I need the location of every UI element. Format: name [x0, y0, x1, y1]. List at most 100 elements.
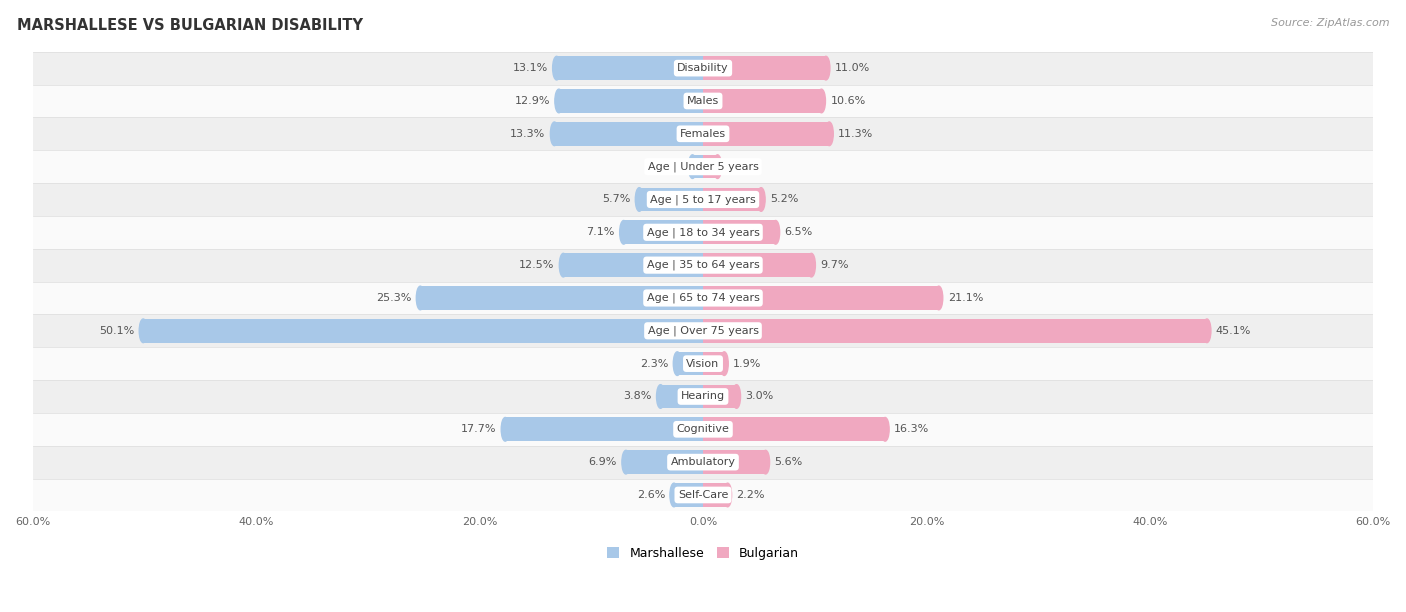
Bar: [703, 188, 761, 211]
Text: 1.3%: 1.3%: [727, 162, 755, 171]
Bar: [420, 286, 703, 310]
Text: Age | 18 to 34 years: Age | 18 to 34 years: [647, 227, 759, 237]
Bar: [32, 347, 1374, 380]
Text: Hearing: Hearing: [681, 392, 725, 401]
Circle shape: [713, 155, 721, 179]
Circle shape: [762, 450, 769, 474]
Circle shape: [823, 56, 830, 80]
Bar: [32, 150, 1374, 183]
Text: 3.0%: 3.0%: [745, 392, 773, 401]
Bar: [703, 319, 1206, 343]
Bar: [557, 56, 703, 80]
Bar: [703, 155, 717, 179]
Text: 11.3%: 11.3%: [838, 129, 873, 139]
Bar: [564, 253, 703, 277]
Bar: [640, 188, 703, 211]
Text: Source: ZipAtlas.com: Source: ZipAtlas.com: [1271, 18, 1389, 28]
Text: 45.1%: 45.1%: [1216, 326, 1251, 336]
Text: 11.0%: 11.0%: [835, 63, 870, 73]
Bar: [703, 220, 776, 244]
Bar: [703, 352, 724, 375]
Text: Age | Under 5 years: Age | Under 5 years: [648, 162, 758, 172]
Bar: [703, 417, 886, 441]
Bar: [32, 413, 1374, 446]
Bar: [703, 385, 737, 408]
Circle shape: [772, 220, 780, 244]
Bar: [32, 479, 1374, 512]
Bar: [32, 52, 1374, 84]
Text: 6.5%: 6.5%: [785, 227, 813, 237]
Bar: [703, 56, 825, 80]
Circle shape: [733, 385, 741, 408]
Text: 3.8%: 3.8%: [623, 392, 651, 401]
Text: Age | Over 75 years: Age | Over 75 years: [648, 326, 758, 336]
Circle shape: [620, 220, 627, 244]
Bar: [558, 89, 703, 113]
Bar: [505, 417, 703, 441]
Text: Age | 35 to 64 years: Age | 35 to 64 years: [647, 260, 759, 271]
Text: Disability: Disability: [678, 63, 728, 73]
Circle shape: [807, 253, 815, 277]
Bar: [32, 282, 1374, 315]
Circle shape: [139, 319, 148, 343]
Text: 2.6%: 2.6%: [637, 490, 665, 500]
Bar: [703, 122, 830, 146]
Bar: [661, 385, 703, 408]
Circle shape: [720, 352, 728, 375]
Bar: [32, 446, 1374, 479]
Circle shape: [935, 286, 943, 310]
Text: 0.94%: 0.94%: [648, 162, 683, 171]
Text: 2.3%: 2.3%: [640, 359, 668, 368]
Circle shape: [501, 417, 509, 441]
Text: Males: Males: [688, 96, 718, 106]
Circle shape: [1204, 319, 1211, 343]
Circle shape: [560, 253, 568, 277]
Text: 13.3%: 13.3%: [510, 129, 546, 139]
Bar: [32, 118, 1374, 150]
Bar: [703, 450, 766, 474]
Text: 5.7%: 5.7%: [602, 195, 630, 204]
Bar: [32, 183, 1374, 216]
Text: 13.1%: 13.1%: [512, 63, 548, 73]
Bar: [624, 220, 703, 244]
Text: 12.5%: 12.5%: [519, 260, 554, 270]
Circle shape: [673, 352, 682, 375]
Text: 50.1%: 50.1%: [98, 326, 135, 336]
Bar: [703, 253, 811, 277]
Circle shape: [550, 122, 558, 146]
Circle shape: [825, 122, 834, 146]
Bar: [703, 483, 727, 507]
Circle shape: [416, 286, 425, 310]
Text: Vision: Vision: [686, 359, 720, 368]
Text: Age | 65 to 74 years: Age | 65 to 74 years: [647, 293, 759, 303]
Circle shape: [555, 89, 562, 113]
Bar: [32, 84, 1374, 118]
Text: Ambulatory: Ambulatory: [671, 457, 735, 467]
Text: 5.6%: 5.6%: [775, 457, 803, 467]
Bar: [693, 155, 703, 179]
Bar: [703, 286, 939, 310]
Circle shape: [636, 188, 644, 211]
Legend: Marshallese, Bulgarian: Marshallese, Bulgarian: [602, 542, 804, 565]
Text: MARSHALLESE VS BULGARIAN DISABILITY: MARSHALLESE VS BULGARIAN DISABILITY: [17, 18, 363, 34]
Text: Age | 5 to 17 years: Age | 5 to 17 years: [650, 194, 756, 205]
Text: Females: Females: [681, 129, 725, 139]
Text: 10.6%: 10.6%: [831, 96, 866, 106]
Bar: [554, 122, 703, 146]
Bar: [678, 352, 703, 375]
Text: 25.3%: 25.3%: [375, 293, 412, 303]
Text: 1.9%: 1.9%: [733, 359, 762, 368]
Bar: [32, 315, 1374, 347]
Circle shape: [553, 56, 561, 80]
Bar: [626, 450, 703, 474]
Text: Self-Care: Self-Care: [678, 490, 728, 500]
Circle shape: [669, 483, 678, 507]
Circle shape: [689, 155, 696, 179]
Bar: [32, 216, 1374, 248]
Text: 7.1%: 7.1%: [586, 227, 614, 237]
Bar: [32, 248, 1374, 282]
Text: 12.9%: 12.9%: [515, 96, 550, 106]
Circle shape: [657, 385, 665, 408]
Text: 6.9%: 6.9%: [589, 457, 617, 467]
Text: 2.2%: 2.2%: [737, 490, 765, 500]
